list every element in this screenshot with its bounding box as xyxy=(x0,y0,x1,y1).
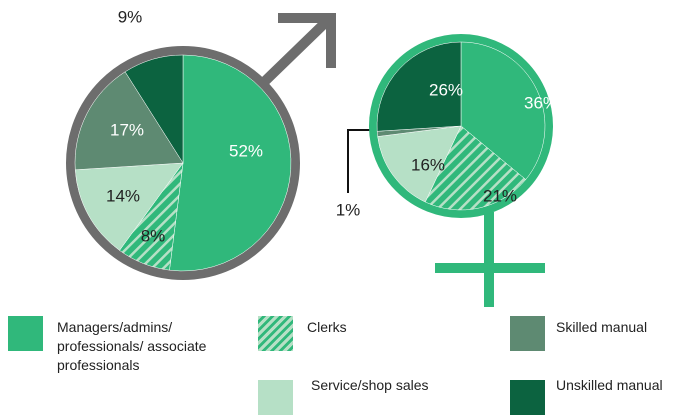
legend-swatch xyxy=(8,316,43,351)
pie-slice xyxy=(124,54,184,164)
legend-label: Unskilled manual xyxy=(556,377,663,393)
pie-slice xyxy=(376,41,462,132)
legend-label: Managers/admins/ professionals/ associat… xyxy=(57,319,207,373)
value-label: 52% xyxy=(229,141,263,160)
pie-slice xyxy=(377,125,462,203)
pie-slice xyxy=(74,71,184,171)
value-label: 1% xyxy=(336,200,361,219)
legend-label: Skilled manual xyxy=(556,319,648,335)
pie-ring xyxy=(369,34,553,218)
value-label: 8% xyxy=(141,226,166,245)
legend-swatch xyxy=(258,316,293,351)
value-label: 17% xyxy=(110,120,144,139)
value-label: 26% xyxy=(429,80,463,99)
value-label: 36% xyxy=(524,93,558,112)
pie-slice xyxy=(74,162,184,251)
value-label: 16% xyxy=(411,155,445,174)
value-label: 9% xyxy=(118,7,143,26)
pie-ring xyxy=(66,46,300,280)
legend-label: Service/shop sales xyxy=(311,377,429,393)
pie-slice xyxy=(460,41,546,180)
value-label: 14% xyxy=(106,186,140,205)
legend-swatch xyxy=(510,380,545,415)
legend-swatch xyxy=(258,380,293,415)
legend-swatch xyxy=(510,316,545,351)
male-arrow xyxy=(258,18,330,88)
value-label: 21% xyxy=(483,186,517,205)
pie-slice xyxy=(424,125,527,211)
legend-label: Clerks xyxy=(307,319,347,335)
male-arrow-head xyxy=(278,13,336,68)
pie-slice xyxy=(169,54,292,272)
